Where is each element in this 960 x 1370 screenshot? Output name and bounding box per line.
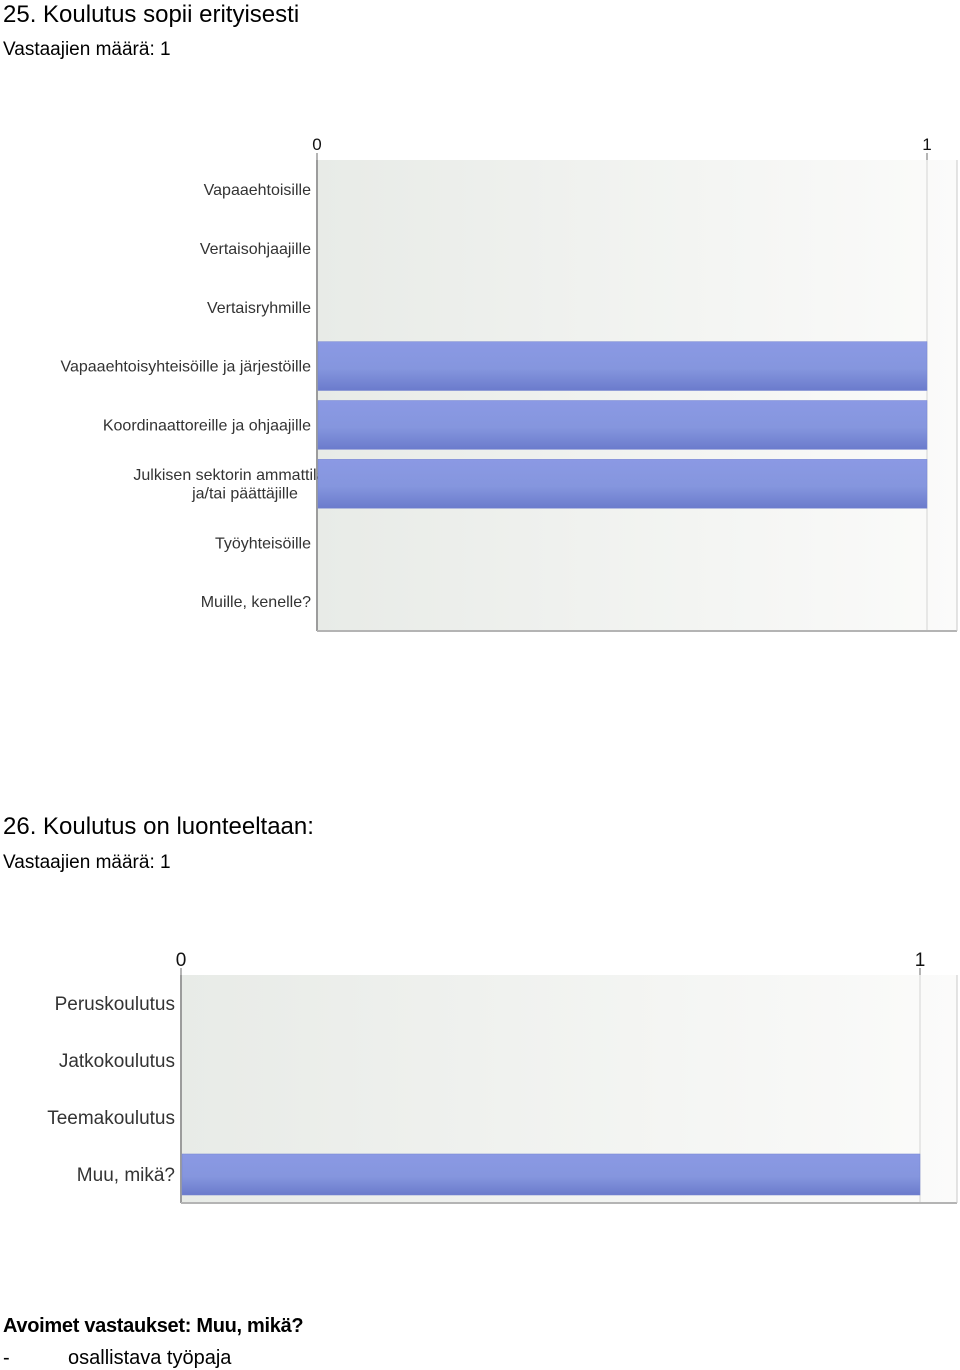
q25-chart-svg: 0 1 Vapaaehtoisille Vertaisohjaajille Vertai… — [60, 135, 958, 632]
q25-tick-label: 1 — [922, 135, 931, 154]
open-answers-title: Avoimet vastaukset: Muu, mikä? — [3, 1315, 304, 1337]
q25-category-label: Vapaaehtoisyhteisöille ja järjestöille — [60, 359, 311, 376]
q25-category-label: Vertaisryhmille — [207, 300, 311, 317]
q25-category-label: Työyhteisöille — [215, 535, 311, 552]
q25-category-label: Muille, kenelle? — [201, 594, 311, 611]
q26-chart-svg: 0 1 Peruskoulutus Jatkokoulutus Teemakoulutu… — [47, 950, 958, 1204]
q26-category-label: Teemakoulutus — [47, 1108, 175, 1129]
q25-bar-chart: 0 1 Vapaaehtoisille Vertaisohjaajille Vertai… — [0, 0, 960, 650]
q26-category-label: Peruskoulutus — [55, 994, 175, 1015]
q25-title: 25. Koulutus sopii erityisesti — [3, 1, 300, 28]
q25-bar — [317, 341, 928, 391]
open-answer-text: osallistava työpaja — [68, 1347, 232, 1369]
q26-tick-label: 0 — [176, 950, 187, 971]
q25-category-label: Vapaaehtoisille — [204, 182, 311, 199]
q26-respondent-count: Vastaajien määrä: 1 — [3, 852, 171, 873]
q26-title: 26. Koulutus on luonteeltaan: — [3, 813, 314, 840]
q25-tick-label: 0 — [312, 135, 321, 154]
q25-bar — [317, 400, 928, 450]
q26-category-label: Muu, mikä? — [77, 1165, 175, 1186]
q25-category-label: Vertaisohjaajille — [200, 241, 311, 258]
open-answer-bullet: - — [3, 1347, 10, 1369]
q25-category-label: Koordinaattoreille ja ohjaajille — [103, 418, 311, 435]
q26-bar — [181, 1153, 921, 1196]
q26-category-label: Jatkokoulutus — [59, 1051, 175, 1072]
open-answer-item: - osallistava työpaja — [3, 1347, 231, 1370]
q26-bar-chart: 0 1 Peruskoulutus Jatkokoulutus Teemakoulutu… — [47, 950, 958, 1204]
q25-category-label: Julkisen sektorin ammattilaisille — [133, 467, 356, 484]
q25-respondent-count: Vastaajien määrä: 1 — [3, 39, 171, 60]
q25-category-label: ja/tai päättäjille — [191, 486, 298, 503]
q25-bar — [317, 459, 928, 509]
q26-tick-label: 1 — [915, 950, 926, 971]
q25-plot-area — [317, 160, 957, 631]
